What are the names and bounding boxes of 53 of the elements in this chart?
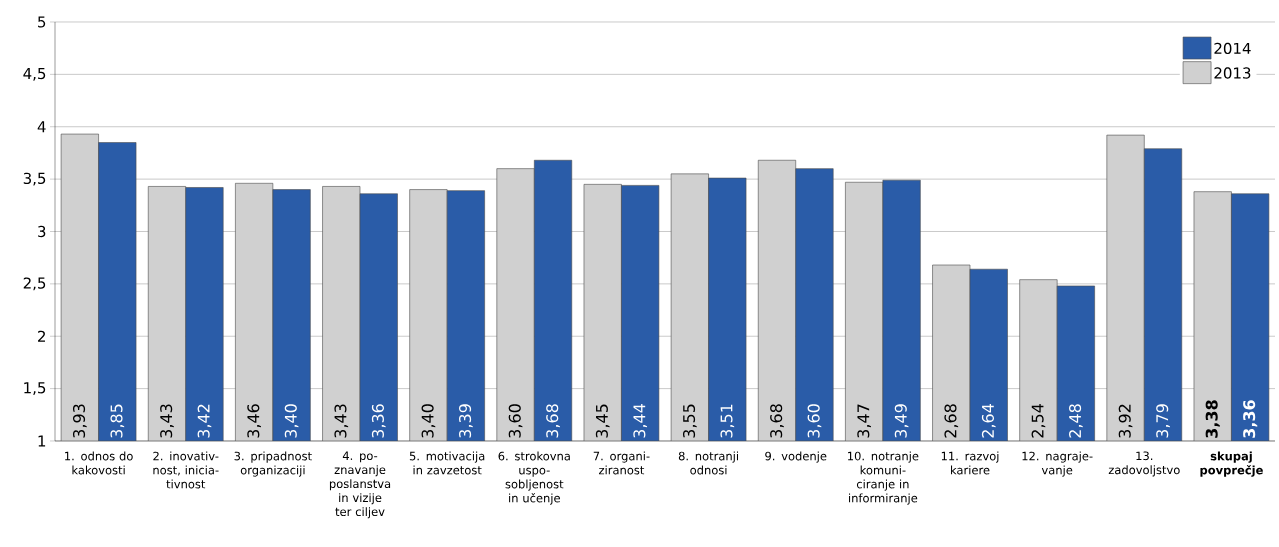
data-label: 3,38 <box>1205 400 1220 438</box>
data-label: 3,36 <box>1243 400 1258 438</box>
y-tick-label: 1 <box>38 435 46 447</box>
data-label: 3,60 <box>508 404 523 438</box>
data-label: 3,93 <box>72 404 87 438</box>
data-label: 3,85 <box>110 404 125 438</box>
x-tick-label: 5. motivacija in zavzetost <box>409 451 485 475</box>
data-label: 2,64 <box>981 404 996 438</box>
x-tick-label: 12. nagraje-vanje <box>1022 451 1093 477</box>
legend-label: 2014 <box>1214 42 1251 55</box>
data-label: 3,44 <box>633 404 648 438</box>
data-label: 2,48 <box>1069 404 1083 438</box>
data-label: 3,43 <box>160 404 174 438</box>
data-label: 3,40 <box>421 404 436 438</box>
x-tick-label: 11. razvoj kariere <box>941 451 999 475</box>
x-tick-label: 4. po-znavanje poslanstva in vizije ter ciljev <box>329 451 391 519</box>
data-label: 3,51 <box>720 404 735 438</box>
data-label: 3,49 <box>894 404 909 438</box>
y-tick-label: 3 <box>38 225 46 238</box>
data-label: 3,55 <box>682 404 697 438</box>
y-tick-label: 2,5 <box>23 277 46 291</box>
y-tick-label: 3,5 <box>23 172 46 186</box>
data-label: 3,43 <box>334 404 349 438</box>
data-label: 3,42 <box>197 404 212 438</box>
data-label: 3,68 <box>546 404 560 438</box>
data-label: 3,39 <box>459 404 473 438</box>
x-tick-label: 1. odnos do kakovosti <box>65 451 133 475</box>
data-label: 3,60 <box>807 404 822 438</box>
x-tick-label: 8. notranji odnosi <box>678 451 738 475</box>
data-label: 3,68 <box>770 404 784 438</box>
y-tick-label: 1,5 <box>24 382 46 395</box>
data-label: 3,36 <box>371 404 386 438</box>
x-tick-label: 9. vodenje <box>765 451 827 463</box>
y-tick-label: 4 <box>37 121 46 133</box>
y-tick-label: 5 <box>38 16 46 28</box>
legend-label: 2013 <box>1214 67 1251 79</box>
x-tick-label: 6. strokovna uspo-sobljenost in učenje <box>498 451 570 505</box>
x-tick-label: 7. organi-ziranost <box>593 451 650 475</box>
data-label: 3,46 <box>247 404 261 438</box>
data-label: 3,45 <box>595 404 610 438</box>
x-tick-label: 10. notranje komuni-ciranje in informiranje <box>848 451 919 505</box>
x-tick-label: skupaj povprečje <box>1200 451 1263 477</box>
data-label: 3,92 <box>1118 404 1133 438</box>
data-label: 2,68 <box>944 404 959 438</box>
x-tick-label: 3. pripadnost organizaciji <box>234 451 312 477</box>
y-tick-label: 4,5 <box>23 68 46 81</box>
data-label: 3,47 <box>857 404 871 438</box>
x-tick-label: 2. inovativ-nost, inicia-tivnost <box>153 451 219 489</box>
y-tick-label: 2 <box>38 330 45 342</box>
data-label: 3,40 <box>284 404 299 438</box>
data-label: 2,54 <box>1031 404 1046 438</box>
x-tick-label: 13. zadovoljstvo <box>1108 451 1180 477</box>
data-label: 3,79 <box>1156 404 1170 438</box>
